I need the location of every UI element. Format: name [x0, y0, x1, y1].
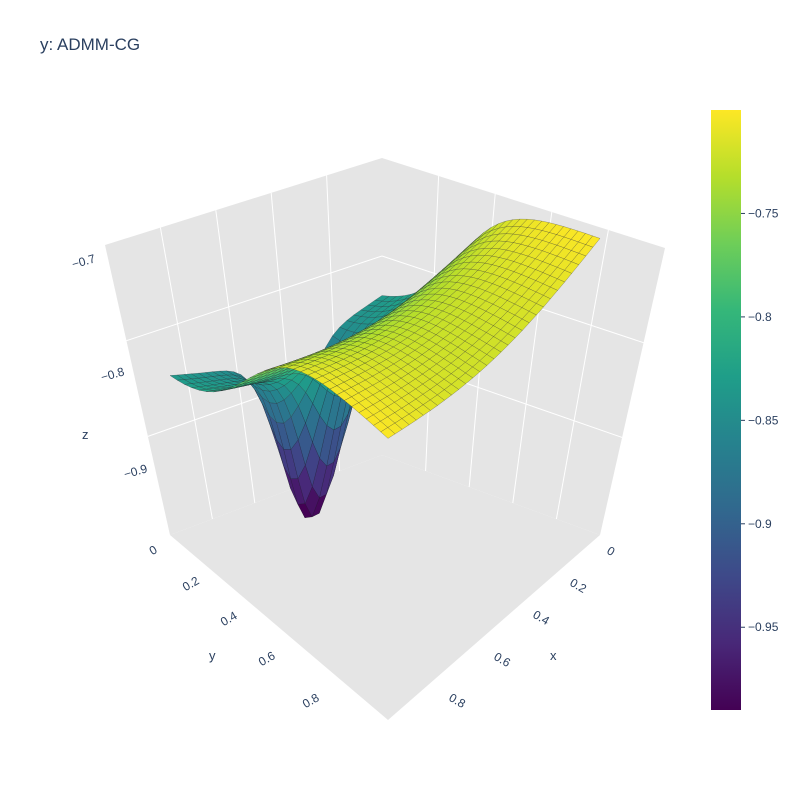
- colorbar-tick-label: −0.9: [748, 517, 772, 531]
- colorbar-tick-label: −0.8: [748, 310, 772, 324]
- z-axis-title: z: [82, 427, 89, 442]
- surface-cell: [380, 427, 396, 439]
- gridline: [159, 227, 213, 520]
- colorbar-tick-label: −0.75: [748, 206, 779, 220]
- x-tick-label: 0.2: [568, 575, 590, 596]
- y-tick-label: 0.8: [300, 690, 322, 711]
- z-tick-label: −0.9: [122, 461, 149, 481]
- gridline: [555, 229, 609, 520]
- gridline: [215, 210, 256, 504]
- colorbar-tick-label: −0.95: [748, 620, 779, 634]
- colorbar: [711, 110, 741, 710]
- floor-wall: [170, 455, 600, 720]
- x-axis-title: x: [550, 648, 557, 663]
- x-tick-label: 0.8: [447, 690, 469, 711]
- z-tick-label: −0.7: [70, 251, 97, 271]
- right-back-wall: [382, 158, 665, 535]
- y-tick-label: 0.2: [180, 573, 202, 594]
- y-tick-label: 0.6: [256, 648, 278, 669]
- y-axis-title: y: [209, 648, 216, 663]
- x-tick-label: 0.6: [492, 649, 514, 670]
- z-tick-label: −0.8: [99, 364, 126, 384]
- y-tick-label: 0.4: [218, 608, 240, 629]
- x-tick-label: 0.4: [531, 607, 553, 628]
- chart-title: y: ADMM-CG: [40, 35, 140, 54]
- x-tick-label: 0: [605, 543, 618, 559]
- y-tick-label: 0: [147, 542, 160, 558]
- colorbar-tick-label: −0.85: [748, 413, 779, 427]
- gridline: [126, 255, 383, 342]
- colorbar-ticks: −0.75 −0.8 −0.85 −0.9 −0.95: [741, 206, 779, 634]
- surface-mesh: [169, 218, 601, 518]
